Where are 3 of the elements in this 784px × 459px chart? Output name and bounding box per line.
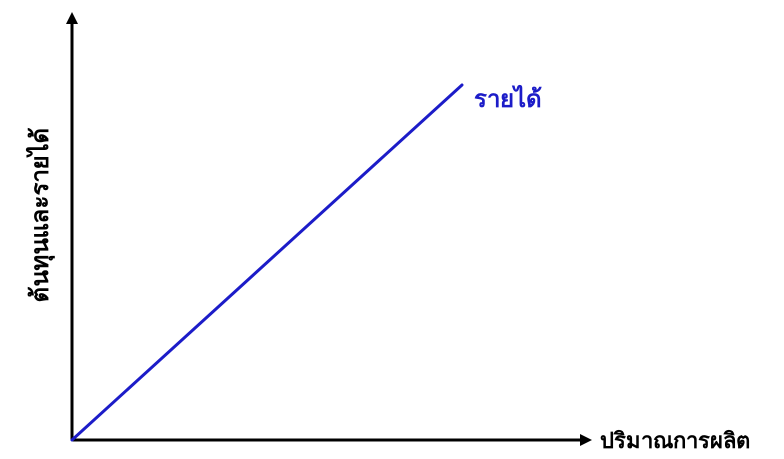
series-label: รายได้	[474, 84, 542, 113]
x-axis-title: ปริมาณการผลิต	[600, 428, 750, 453]
y-axis-title: ต้นทุนและรายได้	[25, 128, 56, 302]
